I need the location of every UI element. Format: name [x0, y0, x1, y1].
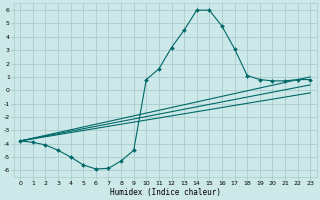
X-axis label: Humidex (Indice chaleur): Humidex (Indice chaleur)	[110, 188, 221, 197]
